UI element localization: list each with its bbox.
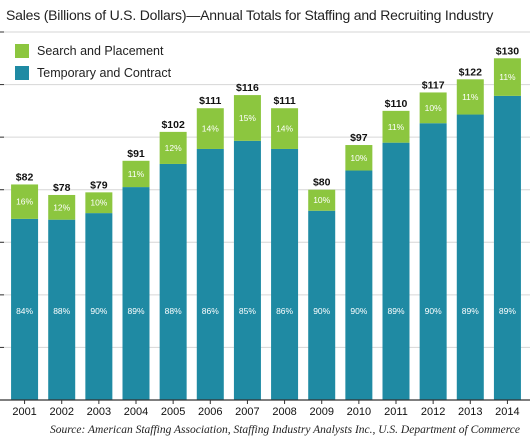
x-tick-label: 2003 xyxy=(87,406,111,418)
bar-search xyxy=(271,108,299,149)
bar-labels: $82 16% 84% $78 12% 88% $79 10% 90% $91 11% 89% $102… xyxy=(16,45,519,316)
x-tick-label: 2013 xyxy=(458,406,482,418)
x-axis: 2001 2002 2003 2004 2005 2006 2007 2008 2009 2010… xyxy=(0,399,530,418)
bar-search xyxy=(308,189,336,211)
bar-search xyxy=(196,108,224,149)
bar-temporary xyxy=(233,140,261,400)
search-share-label: 14% xyxy=(202,124,219,134)
temporary-share-label: 90% xyxy=(425,306,442,316)
legend-item-search: Search and Placement xyxy=(15,40,171,62)
bars xyxy=(11,58,521,401)
total-label: $111 xyxy=(273,95,295,107)
bar-temporary xyxy=(271,148,299,400)
bar-temporary xyxy=(196,148,224,400)
legend-item-temporary: Temporary and Contract xyxy=(15,62,171,84)
legend-label-temporary: Temporary and Contract xyxy=(37,66,172,80)
x-tick-label: 2002 xyxy=(49,406,73,418)
bar-search xyxy=(345,145,373,171)
bar-temporary xyxy=(159,163,187,400)
search-share-label: 12% xyxy=(165,143,182,153)
source-note: Source: American Staffing Association, S… xyxy=(50,424,520,436)
search-share-label: 11% xyxy=(499,72,516,82)
search-share-label: 11% xyxy=(388,122,405,132)
temporary-share-label: 90% xyxy=(313,306,330,316)
bar-search xyxy=(456,79,484,115)
legend-swatch-search xyxy=(15,44,29,58)
temporary-share-label: 88% xyxy=(165,306,182,316)
bar-search xyxy=(11,184,39,219)
total-label: $91 xyxy=(127,148,145,160)
search-share-label: 10% xyxy=(425,103,442,113)
temporary-share-label: 88% xyxy=(53,306,70,316)
total-label: $102 xyxy=(161,119,185,131)
x-tick-label: 2010 xyxy=(347,406,371,418)
temporary-share-label: 86% xyxy=(202,306,219,316)
x-tick-label: 2012 xyxy=(421,406,445,418)
x-tick-label: 2005 xyxy=(161,406,185,418)
bar-temporary xyxy=(419,123,447,400)
chart-title: Sales (Billions of U.S. Dollars)—Annual … xyxy=(6,7,494,23)
search-share-label: 11% xyxy=(128,169,145,179)
temporary-share-label: 89% xyxy=(499,306,516,316)
bar-temporary xyxy=(345,170,373,400)
bar-temporary xyxy=(11,218,39,400)
x-tick-label: 2001 xyxy=(12,406,36,418)
bar-temporary xyxy=(382,142,410,401)
total-label: $97 xyxy=(350,132,368,144)
temporary-share-label: 89% xyxy=(127,306,144,316)
bar-search xyxy=(419,92,447,124)
temporary-share-label: 86% xyxy=(276,306,293,316)
temporary-share-label: 89% xyxy=(462,306,479,316)
x-tick-label: 2004 xyxy=(124,406,148,418)
x-tick-label: 2011 xyxy=(384,406,408,418)
total-label: $82 xyxy=(16,171,34,183)
bar-temporary xyxy=(308,210,336,400)
total-label: $110 xyxy=(385,98,408,110)
temporary-share-label: 84% xyxy=(16,306,33,316)
legend: Search and Placement Temporary and Contr… xyxy=(15,40,171,84)
bar-search xyxy=(493,58,521,96)
total-label: $116 xyxy=(236,82,259,94)
search-share-label: 12% xyxy=(53,202,70,212)
total-label: $117 xyxy=(422,79,445,91)
x-tick-label: 2007 xyxy=(235,406,259,418)
total-label: $130 xyxy=(496,45,520,57)
total-label: $111 xyxy=(199,95,221,107)
bar-search xyxy=(48,194,76,220)
bar-search xyxy=(85,192,113,214)
bar-temporary xyxy=(122,187,150,400)
gridlines xyxy=(0,31,530,401)
search-share-label: 10% xyxy=(90,198,107,208)
x-tick-label: 2014 xyxy=(495,406,519,418)
bar-search xyxy=(382,110,410,143)
search-share-label: 10% xyxy=(350,153,367,163)
bar-temporary xyxy=(456,114,484,400)
search-share-label: 11% xyxy=(462,92,479,102)
x-tick-label: 2006 xyxy=(198,406,222,418)
total-label: $78 xyxy=(53,182,71,194)
bar-temporary xyxy=(48,219,76,400)
temporary-share-label: 90% xyxy=(90,306,107,316)
bar-search xyxy=(159,131,187,164)
bar-temporary xyxy=(493,95,521,401)
temporary-share-label: 85% xyxy=(239,306,256,316)
search-share-label: 15% xyxy=(239,113,256,123)
search-share-label: 14% xyxy=(276,124,293,134)
legend-swatch-temporary xyxy=(15,66,29,80)
x-tick-label: 2009 xyxy=(309,406,333,418)
search-share-label: 10% xyxy=(313,195,330,205)
total-label: $80 xyxy=(313,177,331,189)
x-tick-label: 2008 xyxy=(272,406,296,418)
temporary-share-label: 90% xyxy=(350,306,367,316)
legend-label-search: Search and Placement xyxy=(37,44,164,58)
total-label: $79 xyxy=(90,179,108,191)
temporary-share-label: 89% xyxy=(387,306,404,316)
total-label: $122 xyxy=(459,66,483,78)
bar-search xyxy=(122,160,150,188)
bar-search xyxy=(233,95,261,141)
bar-temporary xyxy=(85,213,113,400)
search-share-label: 16% xyxy=(16,197,33,207)
